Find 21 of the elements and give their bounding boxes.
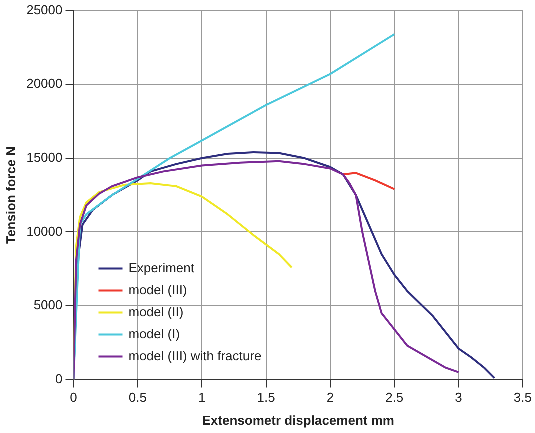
x-tick-label: 0.5 [128,390,147,406]
y-tick-label: 5000 [34,298,63,313]
legend-label: model (III) [128,282,188,298]
x-tick-label: 1 [198,390,206,406]
x-tick-label: 1.5 [257,390,276,406]
legend-label: model (II) [128,304,184,320]
x-tick-label: 3.5 [514,390,532,406]
x-tick-label: 2 [326,390,334,406]
legend-label: model (I) [128,326,180,342]
x-tick-label: 0 [70,390,78,406]
x-tick-label: 2.5 [386,390,404,406]
y-tick-label: 0 [56,371,63,386]
y-tick-label: 15000 [26,150,63,165]
x-tick-label: 3 [455,390,462,406]
y-tick-label: 20000 [26,76,63,92]
y-tick-label: 25000 [26,2,63,18]
y-axis-title: Tension force N [3,146,18,244]
x-axis-title: Extensometr displacement mm [202,412,394,428]
legend-label: model (III) with fracture [128,348,262,364]
y-tick-label: 10000 [26,224,63,239]
legend-label: Experiment [128,260,195,276]
